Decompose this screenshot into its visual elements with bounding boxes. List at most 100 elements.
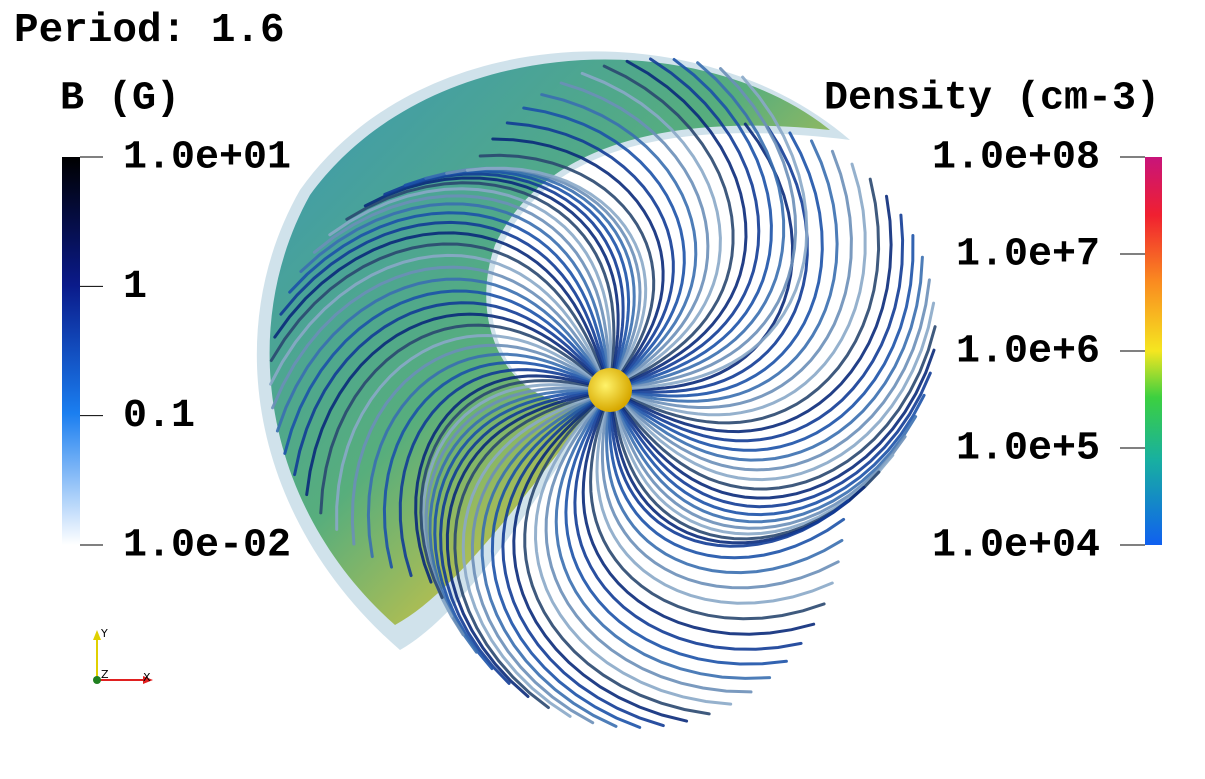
field-line xyxy=(439,391,594,685)
colorbar-label: 1.0e+6 xyxy=(956,330,1100,375)
colorbar-ticks: 1.0e+08 1.0e+7 1.0e+6 1.0e+5 1.0e+04 xyxy=(932,136,1145,569)
field-line xyxy=(424,386,594,637)
field-line xyxy=(414,374,595,584)
period-title: Period: 1.6 xyxy=(14,8,285,54)
field-line xyxy=(621,278,931,472)
colorbar-label: 1.0e+08 xyxy=(932,136,1100,181)
field-line xyxy=(366,352,596,559)
field-line xyxy=(312,194,611,374)
field-line xyxy=(540,93,698,380)
field-line xyxy=(428,388,594,654)
field-line xyxy=(581,405,816,636)
star xyxy=(588,368,632,412)
field-line xyxy=(293,301,600,477)
field-line xyxy=(600,406,840,590)
colorbar-label: 1.0e+7 xyxy=(956,233,1100,278)
field-line xyxy=(616,393,926,517)
field-line xyxy=(623,234,915,452)
field-line xyxy=(480,397,618,728)
field-line xyxy=(595,406,834,605)
field-line xyxy=(319,323,598,515)
field-line xyxy=(271,265,603,410)
field-line xyxy=(523,401,711,716)
field-line xyxy=(273,231,606,375)
field-line xyxy=(624,59,748,385)
field-line xyxy=(345,181,616,374)
colorbar-label: 0.1 xyxy=(123,394,195,439)
field-line xyxy=(453,393,595,710)
field-line xyxy=(382,360,595,569)
field-line xyxy=(501,399,665,728)
field-line xyxy=(623,213,905,443)
field-line xyxy=(554,403,772,680)
field-line xyxy=(478,153,656,377)
field-line xyxy=(421,383,594,618)
field-line xyxy=(573,404,803,651)
field-line xyxy=(626,131,824,398)
field-line xyxy=(522,106,686,379)
field-line xyxy=(269,253,604,386)
field-line xyxy=(305,312,599,497)
field-line xyxy=(615,405,918,524)
field-line xyxy=(605,406,844,575)
field-line xyxy=(609,406,850,548)
field-line xyxy=(626,61,786,388)
colorbar-label: 1.0e+04 xyxy=(932,524,1100,569)
field-line xyxy=(626,67,798,389)
field-line xyxy=(283,289,601,455)
field-line xyxy=(625,58,773,387)
field-line xyxy=(445,392,594,698)
field-line xyxy=(619,325,937,491)
colorbar-label: 1.0e+01 xyxy=(123,136,291,181)
field-line xyxy=(461,394,595,718)
field-line xyxy=(470,395,596,725)
field-line xyxy=(564,404,788,666)
field-line xyxy=(544,402,753,694)
colorbar-title: B (G) xyxy=(60,77,180,122)
field-line xyxy=(625,149,853,409)
field-line xyxy=(612,405,895,536)
field-line xyxy=(533,401,733,706)
field-line xyxy=(625,57,761,386)
field-line xyxy=(611,406,881,541)
field-line xyxy=(275,277,602,433)
field-line xyxy=(465,166,648,376)
field-line xyxy=(614,405,907,530)
field-line xyxy=(419,379,594,599)
axis-label: Z xyxy=(101,668,109,681)
colorbar-label: 1 xyxy=(123,265,147,310)
field-line xyxy=(433,389,594,671)
axis-label: Y xyxy=(100,627,108,640)
field-line xyxy=(424,167,636,375)
field-line xyxy=(622,255,924,462)
field-line xyxy=(398,368,595,578)
field-line xyxy=(383,172,625,374)
field-line xyxy=(618,348,936,500)
axes-triad: Y Z X xyxy=(93,627,153,684)
field-line xyxy=(620,301,936,482)
field-line xyxy=(625,162,867,417)
field-line xyxy=(602,64,735,383)
field-line xyxy=(559,81,710,381)
colorbar xyxy=(62,157,80,545)
field-line xyxy=(335,333,597,531)
field-line xyxy=(580,71,722,382)
field-line xyxy=(491,137,665,378)
field-line xyxy=(626,139,839,403)
field-line xyxy=(589,405,826,621)
field-line xyxy=(607,406,846,560)
field-line xyxy=(363,176,620,374)
field-line xyxy=(350,343,597,546)
field-line xyxy=(625,177,881,425)
colorbar xyxy=(1145,157,1162,545)
field-line xyxy=(279,220,608,374)
field-line xyxy=(288,211,609,374)
colorbar-label: 1.0e-02 xyxy=(123,524,291,569)
field-line xyxy=(512,400,689,723)
field-line xyxy=(626,75,809,391)
field-line xyxy=(299,202,610,374)
field-line xyxy=(403,169,631,375)
field-line xyxy=(490,398,642,729)
axis-label: X xyxy=(143,671,151,684)
